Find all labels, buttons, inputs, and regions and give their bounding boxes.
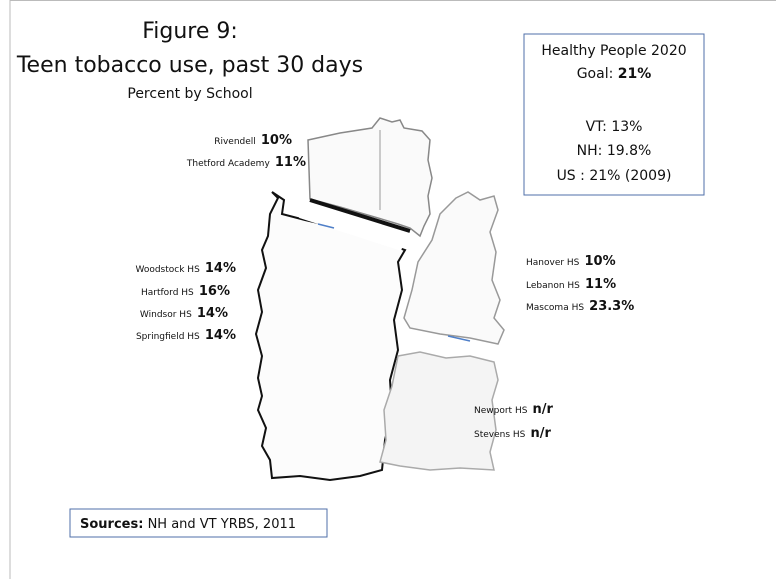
hanover-region — [403, 191, 505, 345]
figure-title: Teen tobacco use, past 30 days — [16, 53, 363, 78]
rate: US : 21% (2009) — [557, 168, 672, 184]
school-label: Hartford HS 16% — [141, 280, 230, 299]
newport-region — [379, 351, 499, 471]
school-name: Springfield HS — [136, 332, 200, 342]
school-label: Mascoma HS 23.3% — [526, 295, 634, 314]
school-value: 14% — [205, 328, 236, 343]
school-label: Springfield HS 14% — [136, 324, 236, 343]
school-label: Thetford Academy 11% — [186, 151, 306, 170]
boundary — [309, 198, 411, 233]
school-name: Mascoma HS — [526, 303, 584, 313]
figure-number: Figure 9: — [142, 19, 238, 44]
school-value: 14% — [197, 306, 228, 321]
west-region — [254, 191, 407, 482]
school-value: n/r — [530, 426, 551, 441]
rate: VT: 13% — [586, 119, 643, 135]
school-name: Hartford HS — [141, 288, 194, 298]
sources-box — [69, 508, 328, 538]
school-name: Woodstock HS — [135, 265, 200, 275]
school-label: Rivendell 10% — [214, 129, 292, 148]
school-value: 11% — [275, 155, 306, 170]
school-name: Hanover HS — [526, 258, 580, 268]
school-name: Stevens HS — [474, 430, 526, 440]
school-value: 16% — [199, 284, 230, 299]
rate: NH: 19.8% — [577, 143, 652, 159]
school-label: Stevens HS n/r — [474, 422, 551, 441]
school-name: Rivendell — [214, 137, 256, 147]
sources-label: Sources: — [80, 517, 143, 532]
school-name: Windsor HS — [140, 310, 192, 320]
school-value: 23.3% — [589, 299, 634, 314]
goal-box — [523, 33, 705, 196]
school-value: 11% — [585, 277, 616, 292]
river-mark — [447, 335, 471, 342]
river-mark — [317, 223, 335, 229]
goal-value: 21% — [618, 66, 652, 82]
school-value: n/r — [533, 402, 554, 417]
school-label: Windsor HS 14% — [140, 302, 228, 321]
school-label: Newport HS n/r — [474, 398, 554, 417]
sources-text: NH and VT YRBS, 2011 — [148, 517, 296, 532]
thetford-region — [307, 117, 433, 238]
school-name: Lebanon HS — [526, 281, 580, 291]
sources: Sources: NH and VT YRBS, 2011 — [80, 517, 296, 532]
school-value: 10% — [261, 133, 292, 148]
goal-heading: Healthy People 2020 — [541, 43, 686, 59]
school-label: Hanover HS 10% — [526, 250, 616, 269]
gap — [299, 212, 403, 251]
school-value: 10% — [585, 254, 616, 269]
school-name: Newport HS — [474, 406, 528, 416]
school-label: Lebanon HS 11% — [526, 273, 616, 292]
figure-subtitle: Percent by School — [127, 86, 252, 102]
school-name: Thetford Academy — [186, 159, 271, 169]
school-value: 14% — [205, 261, 236, 276]
school-label: Woodstock HS 14% — [135, 257, 236, 276]
goal-line: Goal: 21% — [577, 66, 652, 82]
goal-label: Goal: — [577, 66, 614, 82]
